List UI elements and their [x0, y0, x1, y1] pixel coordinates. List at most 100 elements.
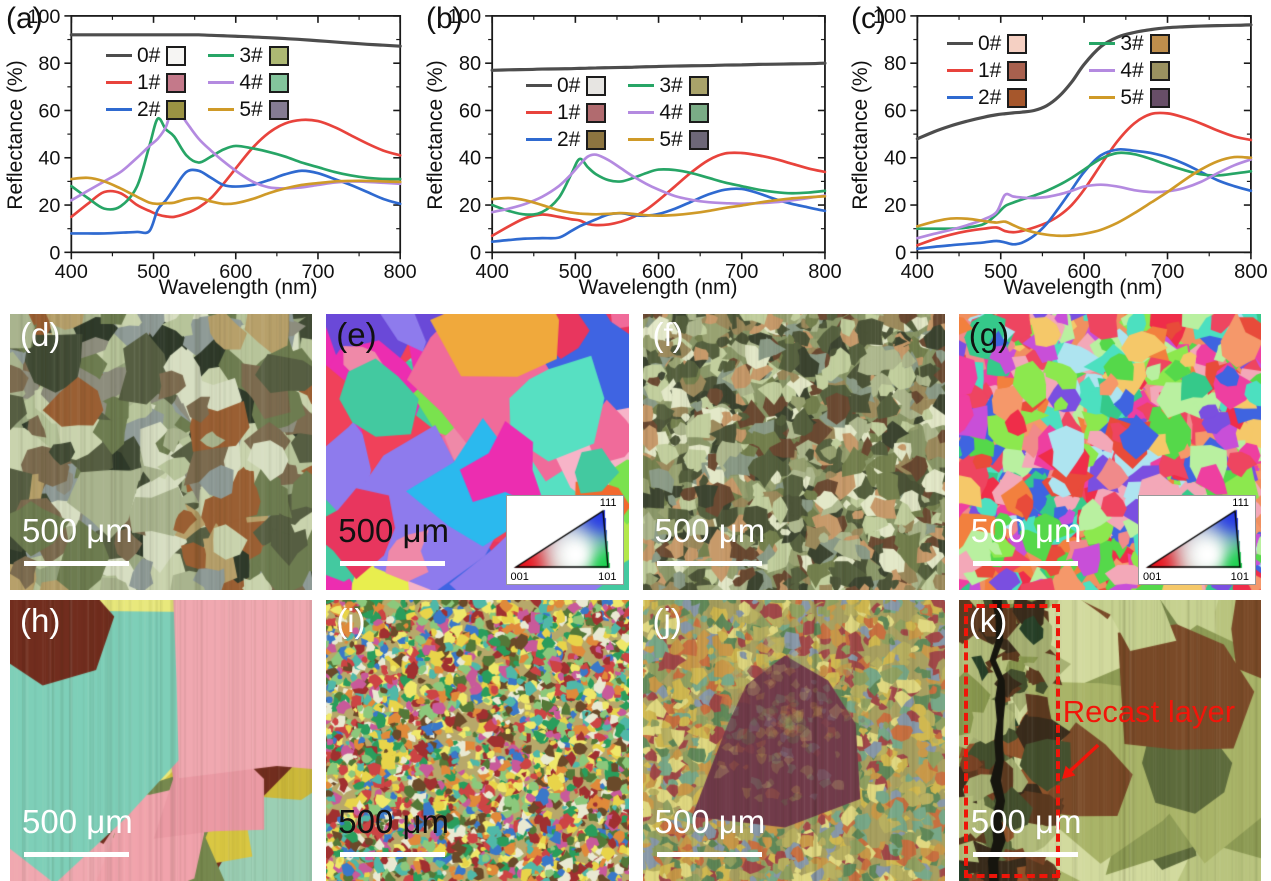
y-tick-label: 80: [459, 53, 481, 75]
ipf-triangle: [1145, 508, 1249, 570]
y-tick-label: 20: [884, 195, 906, 217]
legend-label: 4#: [239, 70, 263, 94]
micro-row-2: (h) 500 μm (i) 500 μm (j) 500 μm (k) Rec…: [0, 600, 1271, 881]
legend-label: 5#: [239, 97, 263, 121]
panel-letter-b: (b): [426, 2, 463, 35]
legend-line-sample: [106, 54, 132, 57]
curve-4#: [490, 153, 827, 214]
x-tick-label: 400: [475, 261, 508, 283]
legend-line-sample: [628, 84, 655, 87]
ipf-label-111: 111: [1232, 497, 1249, 509]
reflectance-chart-b: 400 500 600 700 800 0 20 40 60 80 100: [448, 6, 842, 283]
x-axis-label: Wavelength (nm): [1003, 276, 1163, 299]
chart-panel-b: (b) Reflectance (%) 400 500 600 700 800 0 20 40…: [420, 2, 845, 302]
x-tick-label: 400: [55, 261, 88, 283]
x-axis-label: Wavelength (nm): [158, 276, 318, 299]
curve-5#: [490, 194, 827, 218]
micrograph-f-image: [642, 314, 945, 590]
micrograph-g: (g) 500 μm 111 001 101: [958, 314, 1261, 590]
ipf-label-111: 111: [599, 497, 617, 509]
arrow-icon: [1061, 743, 1100, 779]
curve-3#: [915, 151, 1253, 231]
legend-label: 2#: [557, 127, 581, 151]
micrograph-k-image: [958, 600, 1261, 881]
legend-label: 1#: [137, 70, 161, 94]
y-axis-label: Reflectance (%): [424, 60, 447, 210]
ipf-triangle: [512, 508, 617, 570]
x-tick-label: 700: [301, 261, 334, 283]
legend-entry-5#: 5#: [628, 126, 709, 153]
sample-color-swatch: [688, 102, 709, 123]
sample-color-swatch: [1149, 60, 1170, 81]
scalebar-text: 500 μm: [338, 512, 449, 549]
y-tick-label: 40: [884, 148, 906, 170]
micrograph-e: (e) 500 μm 111 001 101: [326, 314, 629, 590]
legend-line-sample: [628, 111, 655, 114]
y-tick-label: 100: [873, 6, 907, 28]
x-tick-label: 600: [642, 261, 675, 283]
panel-letter-a: (a): [6, 2, 43, 35]
sample-color-swatch: [1007, 60, 1028, 81]
legend-label: 2#: [137, 97, 161, 121]
micrograph-i: (i) 500 μm: [326, 600, 629, 881]
reflectance-chart-a: 400 500 600 700 800 0 20 40 60 80 100: [27, 6, 417, 283]
x-tick-label: 800: [384, 261, 417, 283]
curve-1#: [490, 151, 827, 238]
curve-3#: [490, 157, 827, 216]
scalebar: [656, 561, 762, 566]
sample-color-swatch: [688, 75, 709, 96]
micrograph-d-image: [10, 314, 313, 590]
micrograph-f: (f) 500 μm: [642, 314, 945, 590]
panel-letter-h: (h): [20, 602, 61, 639]
micrograph-h: (h) 500 μm: [10, 600, 313, 881]
legend-entry-2#: 2#: [947, 84, 1028, 111]
legend-entry-2#: 2#: [526, 126, 607, 153]
legend-line-sample: [628, 138, 655, 141]
y-tick-label: 60: [459, 101, 481, 123]
x-axis-label: Wavelength (nm): [578, 276, 738, 299]
curve-5#: [915, 155, 1253, 238]
chart-panel-c: (c) Reflectance (%) 400 500 600 700 800 0 20 40…: [845, 2, 1271, 302]
x-tick-label: 800: [808, 261, 841, 283]
curve-1#: [69, 118, 402, 219]
sample-color-swatch: [1149, 33, 1170, 54]
legend-label: 3#: [659, 73, 683, 97]
y-tick-label: 0: [895, 242, 906, 264]
sample-color-swatch: [166, 99, 187, 120]
sample-color-swatch: [166, 72, 187, 93]
legend-entry-4#: 4#: [1089, 57, 1170, 84]
micrograph-j-image: [642, 600, 945, 881]
legend-label: 1#: [978, 58, 1002, 82]
panel-letter-k: (k): [968, 602, 1008, 639]
legend-line-sample: [1089, 69, 1116, 72]
legend-label: 4#: [1120, 58, 1144, 82]
panel-letter-i: (i): [336, 602, 366, 639]
legend-b: 0# 1# 2# 3# 4# 5#: [526, 72, 709, 153]
legend-entry-4#: 4#: [628, 99, 709, 126]
legend-label: 5#: [1120, 85, 1144, 109]
y-tick-label: 40: [38, 148, 60, 170]
y-tick-label: 100: [448, 6, 481, 28]
x-tick-label: 700: [725, 261, 758, 283]
y-tick-label: 20: [459, 195, 481, 217]
sample-color-swatch: [268, 72, 289, 93]
scalebar: [972, 561, 1078, 566]
scalebar-text: 500 μm: [970, 803, 1082, 840]
legend-entry-4#: 4#: [208, 69, 289, 96]
y-tick-label: 100: [27, 6, 60, 28]
scalebar-text: 500 μm: [654, 803, 766, 840]
curve-3#: [69, 116, 402, 211]
curve-0#: [490, 61, 827, 72]
charts-row: (a) Reflectance (%) 400 500 600 700 800 0 20 40…: [0, 0, 1271, 304]
y-tick-label: 80: [38, 53, 60, 75]
y-tick-label: 20: [38, 195, 60, 217]
legend-entry-5#: 5#: [1089, 84, 1170, 111]
x-tick-label: 600: [219, 261, 252, 283]
legend-entry-0#: 0#: [947, 30, 1028, 57]
sample-color-swatch: [586, 129, 607, 150]
scalebar-text: 500 μm: [338, 803, 449, 840]
legend-c: 0# 1# 2# 3# 4# 5#: [947, 30, 1170, 111]
sample-color-swatch: [166, 45, 187, 66]
legend-line-sample: [947, 42, 973, 45]
